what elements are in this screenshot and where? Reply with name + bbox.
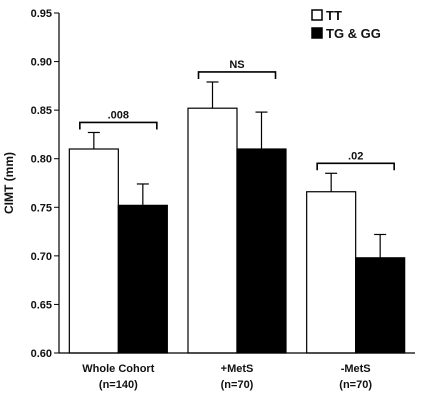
p-value-label: .02: [348, 150, 363, 162]
bar-tg-gg-1: [236, 148, 287, 354]
y-tick-label: 0.70: [31, 251, 52, 263]
legend-swatch: [311, 27, 323, 39]
x-category-sample-size: (n=70): [221, 379, 254, 391]
x-category-sample-size: (n=140): [99, 379, 138, 391]
bar-tt-1: [187, 107, 238, 354]
p-value-label: .008: [108, 109, 129, 121]
y-tick-label: 0.95: [31, 8, 52, 20]
y-axis-ticks: 0.60 0.65 0.70 0.75 0.80 0.85 0.90 0.95: [31, 8, 59, 360]
legend-swatch: [311, 9, 323, 21]
x-category-label: Whole Cohort: [82, 363, 154, 375]
bar-tg-gg-0: [117, 204, 168, 354]
x-axis-category-labels: Whole Cohort (n=140) +MetS (n=70) -MetS (n=70…: [82, 363, 372, 391]
bar-tg-gg-2: [355, 257, 406, 354]
y-tick-label: 0.65: [31, 299, 52, 311]
y-tick-label: 0.90: [31, 57, 52, 69]
y-tick-label: 0.60: [31, 348, 52, 360]
legend-label: TG & GG: [326, 26, 381, 41]
y-tick-label: 0.80: [31, 154, 52, 166]
x-category-label: -MetS: [341, 363, 371, 375]
p-value-label: NS: [229, 59, 244, 71]
significance-bracket: [197, 71, 277, 79]
y-tick-label: 0.85: [31, 105, 52, 117]
x-category-label: +MetS: [221, 363, 254, 375]
bar-tt-0: [68, 148, 119, 354]
y-axis-title: CIMT (mm): [2, 152, 16, 214]
significance-bracket: [316, 162, 395, 171]
significance-annotations: .008 NS .02: [79, 59, 395, 171]
significance-bracket: [79, 121, 158, 130]
y-tick-label: 0.75: [31, 202, 52, 214]
legend-label: TT: [326, 8, 342, 23]
bar-series: [68, 81, 406, 354]
x-category-sample-size: (n=70): [339, 379, 372, 391]
chart-axes: [58, 13, 415, 354]
legend: TT TG & GG: [311, 8, 381, 41]
bar-tt-2: [306, 191, 357, 354]
